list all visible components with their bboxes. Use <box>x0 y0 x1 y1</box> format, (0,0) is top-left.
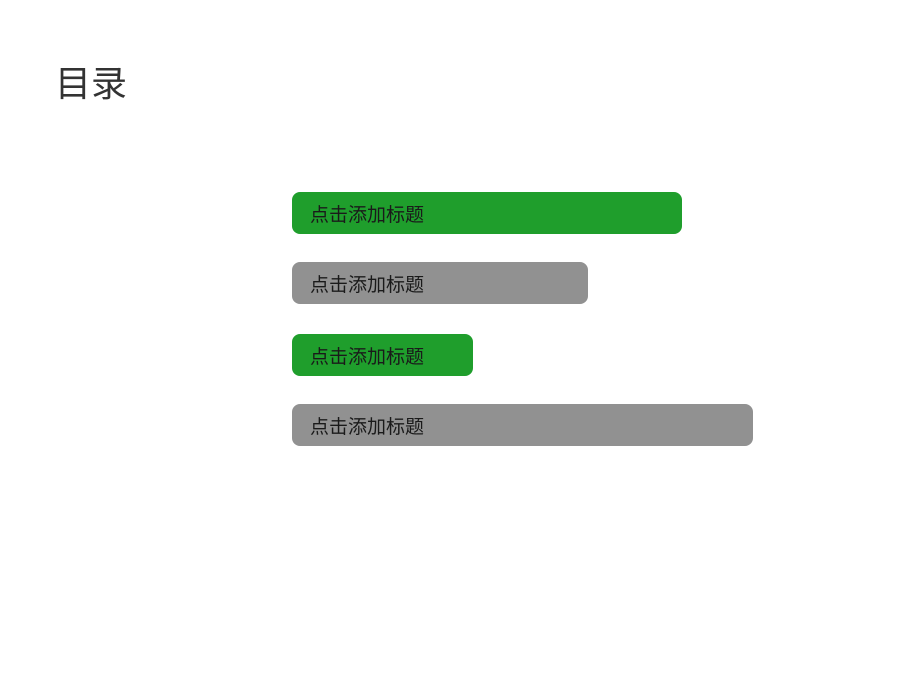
toc-item-label: 点击添加标题 <box>310 412 424 439</box>
page-title: 目录 <box>55 55 127 107</box>
toc-item-label: 点击添加标题 <box>310 342 424 369</box>
toc-item-1[interactable]: 点击添加标题 <box>292 192 682 234</box>
toc-item-2[interactable]: 点击添加标题 <box>292 262 588 304</box>
toc-item-4[interactable]: 点击添加标题 <box>292 404 753 446</box>
toc-item-label: 点击添加标题 <box>310 200 424 227</box>
toc-item-3[interactable]: 点击添加标题 <box>292 334 473 376</box>
toc-item-label: 点击添加标题 <box>310 270 424 297</box>
